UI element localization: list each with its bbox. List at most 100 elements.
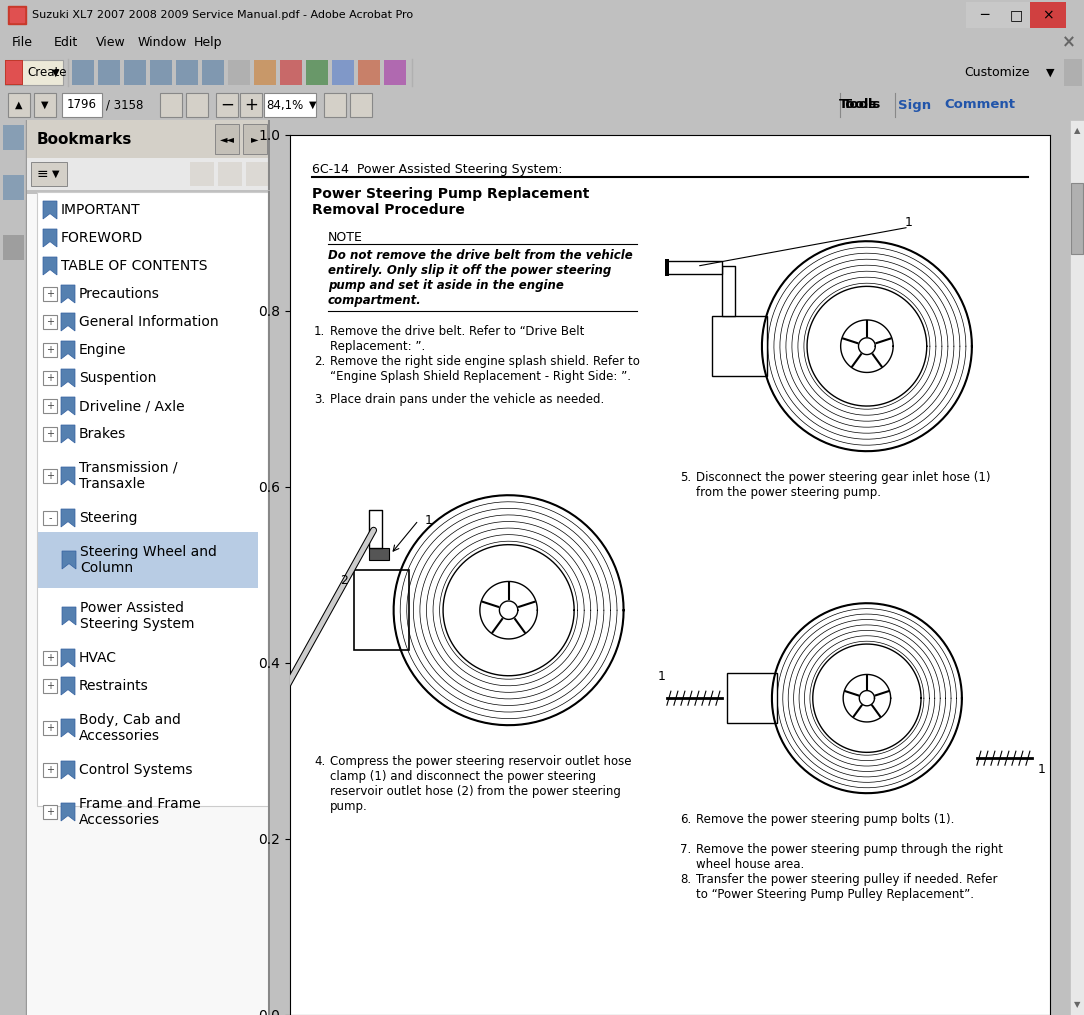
Text: -: - — [49, 513, 52, 523]
Bar — [369, 548, 388, 560]
Text: +: + — [46, 653, 54, 663]
Text: Help: Help — [194, 36, 222, 49]
Polygon shape — [61, 425, 75, 443]
Text: Tools: Tools — [839, 98, 877, 112]
Text: Driveline / Axle: Driveline / Axle — [79, 399, 184, 413]
Text: ─: ─ — [980, 8, 989, 22]
Bar — [27, 120, 270, 158]
Bar — [98, 60, 120, 85]
Bar — [246, 162, 270, 186]
Text: Edit: Edit — [54, 36, 78, 49]
Bar — [43, 315, 57, 329]
Bar — [727, 673, 777, 724]
Text: Control Systems: Control Systems — [79, 763, 193, 777]
Bar — [1030, 2, 1066, 28]
Bar — [43, 763, 57, 777]
Text: NOTE: NOTE — [328, 231, 363, 244]
Text: □: □ — [1009, 8, 1022, 22]
Text: TABLE OF CONTENTS: TABLE OF CONTENTS — [61, 259, 207, 273]
Polygon shape — [61, 467, 75, 485]
Text: Power Assisted
Steering System: Power Assisted Steering System — [80, 601, 194, 631]
Text: ▼: ▼ — [309, 100, 317, 110]
Bar — [5, 60, 23, 85]
Text: ▼: ▼ — [41, 100, 49, 110]
Bar — [254, 60, 276, 85]
Bar — [43, 287, 57, 301]
Polygon shape — [61, 285, 75, 303]
Bar — [43, 679, 57, 693]
Polygon shape — [61, 341, 75, 359]
Text: 1: 1 — [658, 670, 666, 683]
Text: 6.: 6. — [680, 813, 692, 826]
Polygon shape — [61, 397, 75, 415]
Text: +: + — [46, 289, 54, 299]
Bar — [228, 60, 250, 85]
Bar — [43, 721, 57, 735]
Text: Bookmarks: Bookmarks — [37, 132, 132, 146]
Polygon shape — [62, 607, 76, 625]
Text: +: + — [46, 429, 54, 439]
Text: −: − — [220, 96, 234, 114]
Bar — [350, 93, 372, 117]
Polygon shape — [61, 369, 75, 387]
Bar — [43, 427, 57, 441]
Bar — [712, 317, 766, 377]
Text: Body, Cab and
Accessories: Body, Cab and Accessories — [79, 713, 181, 743]
Text: IMPORTANT: IMPORTANT — [61, 203, 141, 217]
Text: ×: × — [1042, 8, 1054, 22]
Text: 6C-14  Power Assisted Steering System:: 6C-14 Power Assisted Steering System: — [312, 163, 563, 176]
Bar — [27, 158, 270, 190]
Bar — [218, 162, 242, 186]
Text: 4.: 4. — [314, 755, 325, 768]
Text: ►: ► — [251, 134, 259, 144]
Bar — [43, 805, 57, 819]
Text: 2: 2 — [339, 573, 348, 587]
Bar — [31, 162, 67, 186]
Text: 1796: 1796 — [67, 98, 96, 112]
Bar — [186, 93, 208, 117]
Text: ◄◄: ◄◄ — [219, 134, 234, 144]
Polygon shape — [61, 649, 75, 667]
Bar — [43, 343, 57, 357]
Bar — [43, 511, 57, 525]
Bar — [124, 60, 146, 85]
Text: Suspention: Suspention — [79, 371, 156, 385]
Text: ▼: ▼ — [52, 170, 60, 179]
Text: Steering: Steering — [79, 511, 138, 525]
Polygon shape — [61, 677, 75, 695]
Text: Frame and Frame
Accessories: Frame and Frame Accessories — [79, 797, 201, 827]
Text: +: + — [244, 96, 258, 114]
Text: 8.: 8. — [680, 873, 692, 886]
Text: Suzuki XL7 2007 2008 2009 Service Manual.pdf - Adobe Acrobat Pro: Suzuki XL7 2007 2008 2009 Service Manual… — [33, 10, 413, 20]
Text: FOREWORD: FOREWORD — [61, 231, 143, 245]
Bar — [1064, 59, 1082, 86]
Text: ▼: ▼ — [1074, 1000, 1081, 1009]
Bar — [215, 124, 238, 154]
Text: +: + — [46, 373, 54, 383]
Text: File: File — [12, 36, 33, 49]
Bar — [332, 60, 354, 85]
Bar — [384, 60, 406, 85]
Bar — [190, 162, 214, 186]
Text: Sign: Sign — [898, 98, 931, 112]
Bar — [62, 93, 102, 117]
Polygon shape — [61, 761, 75, 779]
Text: View: View — [96, 36, 126, 49]
Text: 1: 1 — [1038, 763, 1046, 776]
Bar — [160, 93, 182, 117]
Bar — [3, 235, 24, 260]
Bar — [324, 93, 346, 117]
Bar — [8, 6, 26, 24]
Bar — [3, 125, 24, 150]
Text: 7.: 7. — [680, 843, 692, 857]
Polygon shape — [43, 257, 57, 275]
Text: 1: 1 — [905, 216, 913, 229]
Text: Transfer the power steering pulley if needed. Refer
to “Power Steering Pump Pull: Transfer the power steering pulley if ne… — [696, 873, 997, 901]
Polygon shape — [61, 313, 75, 331]
Text: 84,1%: 84,1% — [267, 98, 304, 112]
Text: Power Steering Pump Replacement: Power Steering Pump Replacement — [312, 187, 590, 201]
Polygon shape — [61, 803, 75, 821]
Text: Removal Procedure: Removal Procedure — [312, 203, 465, 217]
Text: ▼: ▼ — [1046, 68, 1055, 77]
Bar — [202, 60, 224, 85]
